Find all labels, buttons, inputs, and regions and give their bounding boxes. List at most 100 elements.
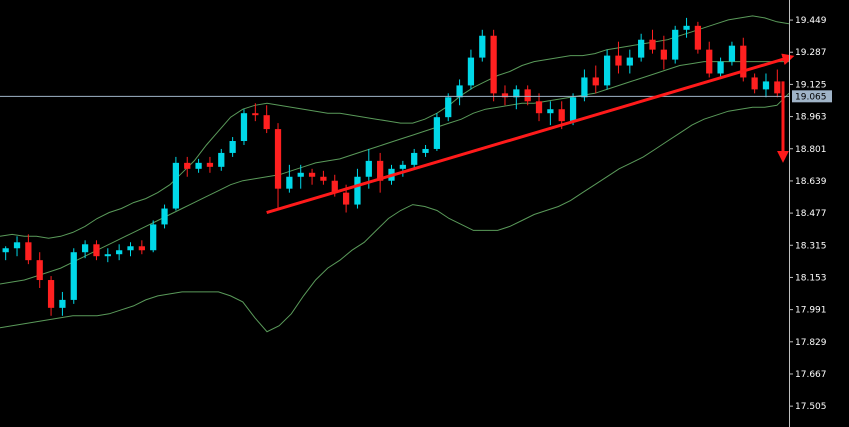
candle-body <box>297 172 304 177</box>
candle <box>172 156 180 211</box>
candle <box>683 17 690 38</box>
candle-body <box>127 246 134 251</box>
candle-body <box>456 85 463 98</box>
candle <box>70 248 77 304</box>
candle <box>592 65 599 94</box>
candle <box>490 29 497 102</box>
current-price-label: 19.065 <box>795 92 827 102</box>
candle <box>377 152 384 193</box>
candle <box>138 240 145 255</box>
candle <box>569 93 577 126</box>
candle-body <box>558 109 565 122</box>
candle-body <box>218 152 225 167</box>
candle-body <box>104 254 111 257</box>
candle <box>2 246 9 261</box>
candle-body <box>717 61 724 74</box>
candle <box>717 57 724 78</box>
candle <box>229 137 236 157</box>
candle <box>263 105 270 134</box>
band-middle-line <box>0 61 789 285</box>
candle <box>479 29 486 62</box>
candle <box>422 144 429 157</box>
candle-body <box>672 29 679 60</box>
candle <box>445 93 452 122</box>
candle <box>467 49 475 90</box>
candle <box>161 204 168 229</box>
band-lower-line <box>0 92 790 333</box>
candle <box>615 41 622 74</box>
uptrend-line <box>266 53 795 214</box>
candle-body <box>274 129 282 189</box>
candle <box>603 49 611 90</box>
candle-body <box>13 242 21 249</box>
candle-body <box>501 93 509 98</box>
candle-body <box>206 162 214 167</box>
candle <box>354 168 361 209</box>
candle <box>456 79 463 106</box>
price-tick-label: 18.639 <box>795 177 827 187</box>
candle-body <box>694 25 702 50</box>
candle-body <box>592 77 599 86</box>
candle-body <box>365 160 372 177</box>
candle-body <box>422 148 429 153</box>
candle <box>728 41 736 66</box>
price-tick-label: 17.505 <box>795 402 827 412</box>
candle-body <box>252 113 259 116</box>
candle-body <box>308 172 316 177</box>
candle <box>195 158 202 173</box>
candle <box>240 109 248 145</box>
candle-body <box>138 246 145 251</box>
candle-body <box>331 180 338 193</box>
bollinger-bands <box>0 15 790 333</box>
current-price-tag: 19.065 <box>792 90 832 103</box>
candle-body <box>524 89 531 102</box>
candle <box>740 37 747 82</box>
candle <box>762 73 770 98</box>
candle-body <box>36 260 43 281</box>
candle <box>411 148 418 169</box>
candle <box>524 85 531 106</box>
candle-body <box>286 176 293 189</box>
candle-body <box>626 57 633 66</box>
candle-body <box>342 192 350 205</box>
candle <box>59 291 66 316</box>
candle-body <box>150 224 157 251</box>
price-tick-label: 18.801 <box>795 145 827 155</box>
candle-body <box>603 55 611 86</box>
price-tick-label: 19.449 <box>795 16 827 26</box>
candle-body <box>116 250 123 255</box>
candle <box>286 164 293 193</box>
candle <box>297 164 304 189</box>
price-tick-label: 18.315 <box>795 241 827 251</box>
candle <box>206 156 214 173</box>
price-tick-label: 17.829 <box>795 338 827 348</box>
price-axis: 19.449 19.287 19.125 18.963 18.801 18.639 18.4… <box>789 0 827 427</box>
candle <box>184 156 191 177</box>
price-tick-label: 17.991 <box>795 306 827 316</box>
candle <box>25 234 32 265</box>
candle-body <box>377 160 384 181</box>
candle-body <box>445 97 452 118</box>
price-tick-label: 18.477 <box>795 209 827 219</box>
candle <box>308 168 316 185</box>
candle <box>116 244 123 261</box>
candle-body <box>399 164 406 169</box>
candle <box>399 160 406 177</box>
candle-body <box>740 45 747 78</box>
candle-body <box>547 109 554 114</box>
candle-body <box>240 113 248 142</box>
candle-body <box>660 49 667 60</box>
candle <box>81 240 89 259</box>
candle <box>660 35 667 70</box>
price-tick-label: 19.287 <box>795 48 827 58</box>
candle <box>274 123 282 209</box>
candle-body <box>581 77 588 98</box>
candle-body <box>649 39 656 50</box>
candle-body <box>638 39 645 58</box>
candle-body <box>229 141 236 153</box>
candle <box>638 33 645 62</box>
candle-body <box>751 77 758 90</box>
candle-body <box>70 252 77 300</box>
candle-body <box>490 35 497 94</box>
candle-body <box>195 162 202 169</box>
